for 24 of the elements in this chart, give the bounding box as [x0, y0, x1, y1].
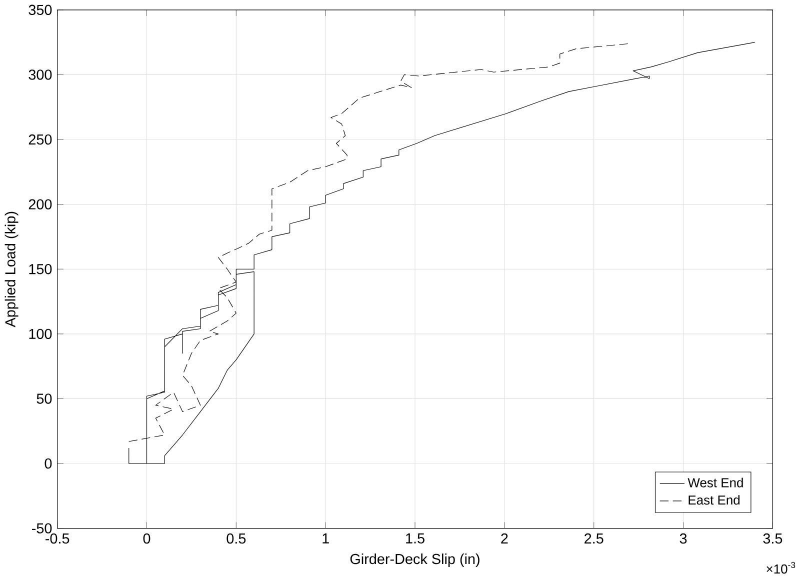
x-axis-title: Girder-Deck Slip (in) — [350, 553, 480, 567]
y-tick-label: 0 — [44, 458, 52, 468]
x-tick-label: 3 — [680, 533, 687, 544]
text: ×10$^{-3}$ — [766, 562, 796, 574]
y-tick-label: 300 — [28, 69, 52, 80]
y-tick-label: -50 — [32, 523, 52, 534]
legend-label: East End — [688, 494, 740, 504]
x-tick-label: 2.5 — [584, 533, 604, 544]
y-tick-label: 250 — [28, 134, 52, 144]
y-tick-label: 350 — [28, 4, 52, 15]
legend-label: West End — [688, 478, 743, 488]
x-tick-label: 1 — [322, 533, 329, 544]
y-tick-label: 50 — [36, 393, 52, 404]
x-tick-label: 2 — [501, 533, 508, 544]
y-tick-label: 100 — [29, 328, 52, 339]
x-tick-label: 0 — [143, 533, 150, 544]
line-series — [128, 42, 756, 464]
y-tick-label: 150 — [29, 264, 52, 274]
y-tick-label: 200 — [28, 199, 52, 210]
x-tick-label: 0.5 — [226, 533, 246, 544]
x-tick-label: -0.5 — [46, 533, 70, 544]
x-tick-label: 3.5 — [763, 533, 782, 544]
y-axis-title: Applied Load (kip) — [4, 212, 18, 328]
x-tick-label: 1.5 — [406, 533, 424, 544]
